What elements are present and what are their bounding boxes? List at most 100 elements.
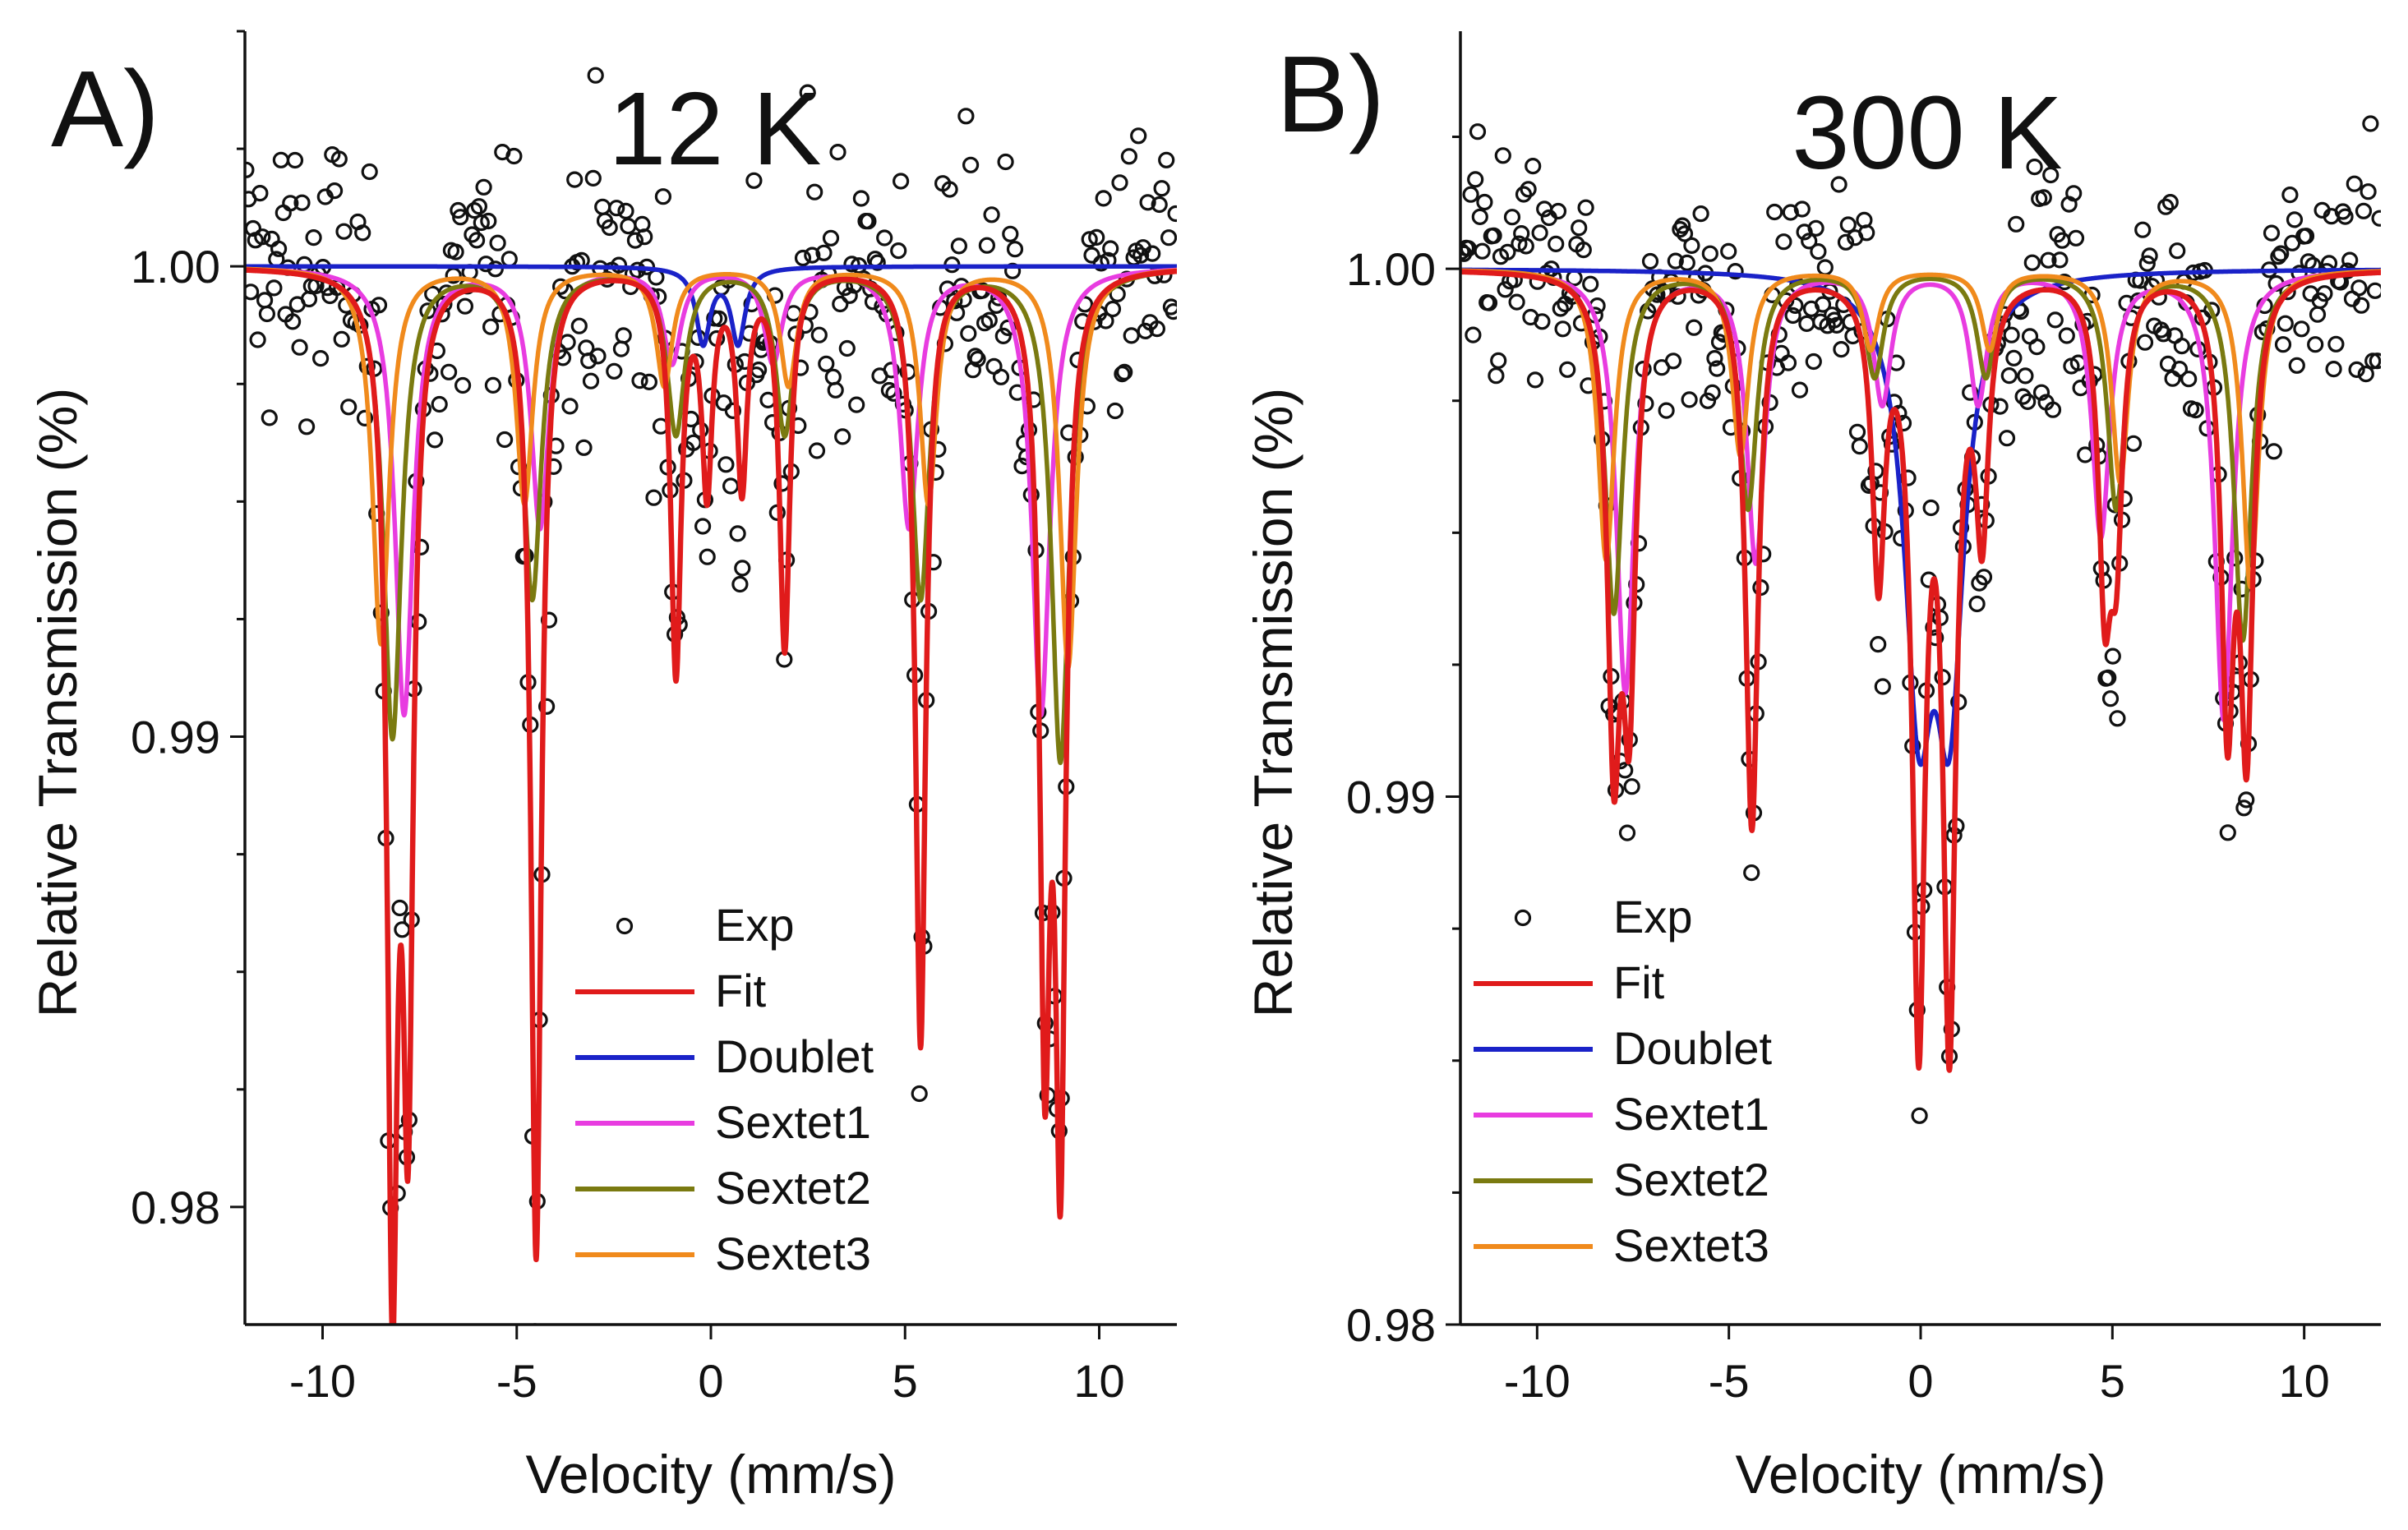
exp-point	[997, 153, 1014, 171]
exp-point	[2325, 361, 2342, 378]
exp-point	[282, 195, 299, 212]
exp-point	[1618, 824, 1636, 841]
exp-point	[298, 418, 316, 435]
exp-point	[1525, 158, 1542, 175]
exp-point	[626, 232, 644, 249]
exp-point	[300, 290, 318, 308]
exp-point	[2293, 320, 2310, 338]
exp-point	[1816, 259, 1834, 276]
y-tick-label: 0.99	[1346, 772, 1436, 823]
exp-point	[806, 183, 823, 200]
exp-point	[2366, 282, 2381, 299]
x-tick-label: 10	[1073, 1355, 1124, 1407]
exp-point	[1709, 360, 1726, 377]
legend-label: Fit	[715, 965, 767, 1016]
exp-point	[818, 355, 835, 372]
exp-point	[2023, 254, 2041, 271]
exp-point	[2042, 166, 2060, 184]
exp-point	[1503, 209, 1521, 226]
x-tick-label: 10	[2279, 1355, 2330, 1407]
exp-point	[584, 169, 602, 187]
exp-point	[2028, 339, 2046, 356]
exp-point	[1508, 293, 1525, 311]
exp-point	[2235, 800, 2253, 817]
x-tick-label: -5	[496, 1355, 537, 1407]
exp-point	[1674, 217, 1691, 234]
exp-point	[1006, 241, 1024, 258]
exp-point	[810, 326, 828, 343]
exp-point	[832, 295, 849, 313]
exp-point	[245, 283, 260, 301]
exp-point	[980, 311, 998, 329]
exp-point	[699, 548, 716, 565]
exp-point	[1559, 361, 1576, 378]
exp-point	[2017, 367, 2034, 385]
exp-point	[2341, 251, 2359, 269]
exp-point	[2348, 361, 2365, 378]
exp-point	[962, 156, 980, 173]
exp-point	[1699, 392, 1717, 409]
fit-curves	[245, 264, 1177, 1325]
exp-point	[827, 381, 844, 399]
exp-point	[1851, 437, 1868, 455]
exp-point	[2000, 367, 2018, 385]
exp-point	[722, 477, 740, 495]
exp-point	[1151, 196, 1168, 214]
exp-point	[2371, 210, 2381, 227]
exp-point	[2138, 255, 2156, 272]
exp-point	[1701, 245, 1718, 262]
exp-point	[333, 330, 350, 348]
exp-point	[608, 200, 625, 217]
exp-point	[1801, 233, 1818, 250]
exp-point	[1465, 326, 1482, 343]
exp-point	[249, 331, 266, 348]
exp-point	[2297, 228, 2315, 245]
exp-point	[2336, 208, 2354, 225]
exp-point	[808, 442, 826, 459]
exp-point	[1991, 398, 2009, 415]
exp-point	[261, 409, 278, 426]
sextet3-curve	[1460, 268, 2381, 590]
exp-point	[841, 287, 858, 304]
exp-point	[1531, 224, 1548, 242]
exp-point	[2032, 384, 2050, 401]
exp-point	[386, 1385, 400, 1399]
legend-label: Fit	[1613, 956, 1665, 1008]
exp-point	[335, 223, 353, 240]
exp-point	[2357, 366, 2374, 383]
x-tick-label: 0	[1907, 1355, 1933, 1407]
exp-point	[1743, 864, 1760, 882]
exp-point	[2219, 824, 2236, 841]
exp-point	[1782, 204, 1799, 221]
exp-point	[1623, 778, 1640, 795]
exp-point	[454, 376, 472, 394]
exp-point	[1148, 320, 1166, 338]
y-axis-label: Relative Transmission (%)	[27, 388, 88, 1018]
exp-point	[2360, 183, 2377, 200]
exp-point	[1469, 123, 1487, 141]
exp-point	[559, 334, 576, 351]
exp-point	[1571, 219, 1588, 237]
exp-point	[370, 297, 388, 314]
exp-point	[2157, 198, 2175, 215]
exp-point	[1083, 247, 1100, 264]
exp-point	[1575, 242, 1592, 259]
exp-point	[2040, 251, 2057, 269]
exp-point	[1793, 200, 1811, 218]
exp-point	[834, 428, 851, 445]
exp-point	[2307, 336, 2324, 353]
exp-point	[804, 247, 821, 264]
exp-point	[1158, 151, 1175, 168]
exp-point	[1975, 569, 1993, 586]
exp-point	[734, 560, 751, 577]
exp-point	[2155, 325, 2172, 343]
exp-point	[1968, 595, 1986, 613]
exp-point	[1848, 423, 1866, 440]
exp-point	[794, 249, 812, 267]
exp-point	[589, 348, 607, 365]
exp-point	[1123, 327, 1140, 344]
doublet-curve	[245, 264, 1177, 348]
exp-point	[1485, 227, 1502, 244]
exp-point	[992, 368, 1010, 385]
exp-point	[1883, 435, 1901, 453]
